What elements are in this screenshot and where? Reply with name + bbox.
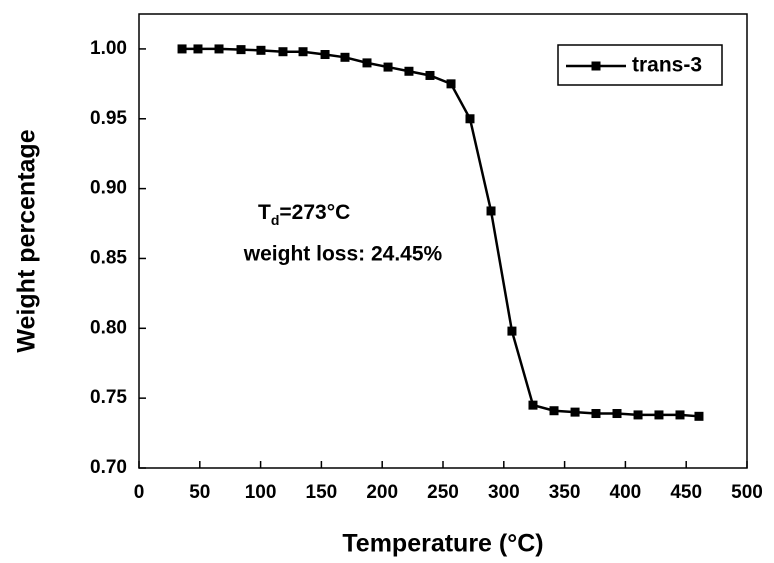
marker xyxy=(633,410,643,420)
marker xyxy=(465,114,475,124)
annotation: Td=273°C xyxy=(258,201,350,228)
x-axis-label: Temperature (°C) xyxy=(342,530,543,558)
annotation-rest: =273°C xyxy=(279,201,350,224)
x-tick-label: 300 xyxy=(488,482,520,503)
marker xyxy=(612,409,622,419)
y-tick-label: 0.90 xyxy=(90,178,127,199)
marker xyxy=(570,407,580,417)
marker xyxy=(177,44,187,54)
marker xyxy=(528,400,538,410)
y-tick-label: 0.80 xyxy=(90,317,127,338)
legend-marker xyxy=(591,61,601,71)
marker xyxy=(193,44,203,54)
x-tick-label: 250 xyxy=(427,482,459,503)
marker xyxy=(425,70,435,80)
marker xyxy=(236,45,246,55)
annotation-symbol: T xyxy=(258,201,271,224)
marker xyxy=(446,79,456,89)
x-tick-label: 350 xyxy=(549,482,581,503)
marker xyxy=(549,406,559,416)
y-tick-label: 0.75 xyxy=(90,387,127,408)
x-tick-label: 50 xyxy=(189,482,210,503)
x-tick-label: 100 xyxy=(245,482,277,503)
marker xyxy=(383,62,393,72)
legend-label: trans-3 xyxy=(632,54,702,77)
y-tick-label: 0.85 xyxy=(90,247,127,268)
x-tick-label: 500 xyxy=(731,482,763,503)
marker xyxy=(278,47,288,57)
marker xyxy=(507,326,517,336)
y-tick-label: 1.00 xyxy=(90,38,127,59)
marker xyxy=(298,47,308,57)
series-line xyxy=(182,47,700,418)
y-tick-label: 0.70 xyxy=(90,457,127,478)
marker xyxy=(340,52,350,62)
marker xyxy=(214,44,224,54)
annotation-subscript: d xyxy=(271,212,280,228)
y-axis-label: Weight percentage xyxy=(13,129,41,352)
marker xyxy=(404,66,414,76)
marker xyxy=(320,50,330,60)
marker xyxy=(694,411,704,421)
x-tick-label: 200 xyxy=(366,482,398,503)
annotation-line: weight loss: 24.45% xyxy=(243,243,443,266)
y-tick-label: 0.95 xyxy=(90,108,127,129)
x-tick-label: 400 xyxy=(610,482,642,503)
marker xyxy=(654,410,664,420)
x-tick-label: 450 xyxy=(670,482,702,503)
marker xyxy=(362,58,372,68)
marker xyxy=(675,410,685,420)
x-tick-label: 0 xyxy=(134,482,145,503)
marker xyxy=(591,409,601,419)
marker xyxy=(256,45,266,55)
x-tick-label: 150 xyxy=(306,482,338,503)
marker xyxy=(486,206,496,216)
